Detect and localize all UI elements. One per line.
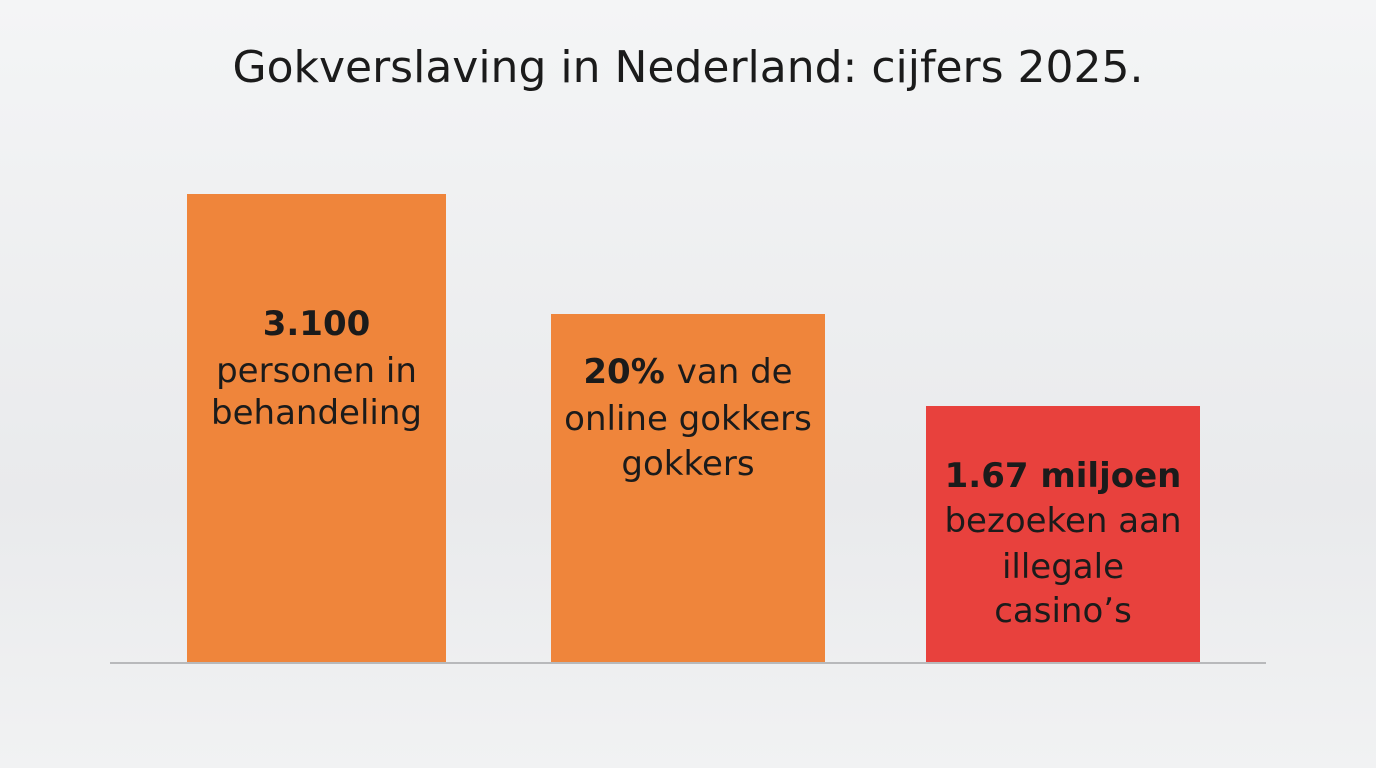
label-text: online gokkers	[564, 399, 812, 439]
bar	[926, 406, 1200, 663]
bar	[551, 314, 825, 663]
label-text: bezoeken aan	[944, 501, 1181, 541]
label-text: personen in	[216, 351, 417, 391]
label-text: behandeling	[211, 393, 422, 433]
bar-label-line: online gokkers	[564, 399, 812, 439]
bar-label-line: gokkers	[621, 444, 754, 484]
label-text: illegale	[1002, 547, 1124, 587]
bar-label-line: behandeling	[211, 393, 422, 433]
label-text: gokkers	[621, 444, 754, 484]
highlight-figure: 1.67 miljoen	[945, 456, 1182, 496]
highlight-figure: 20%	[583, 352, 664, 392]
bar-label-line: illegale	[1002, 547, 1124, 587]
bar-label-line: personen in	[216, 351, 417, 391]
label-text: van de	[677, 352, 793, 392]
bar-label-line: 20% van de	[583, 352, 792, 392]
bar	[187, 194, 446, 663]
bar-label-line: 1.67 miljoen	[945, 456, 1182, 496]
highlight-figure: 3.100	[263, 304, 371, 344]
bar-label-line: casino’s	[994, 591, 1132, 631]
title: Gokverslaving in Nederland: cijfers 2025…	[232, 42, 1143, 93]
bar-label-line: 3.100	[263, 304, 371, 344]
label-text: casino’s	[994, 591, 1132, 631]
bar-label-line: bezoeken aan	[944, 501, 1181, 541]
